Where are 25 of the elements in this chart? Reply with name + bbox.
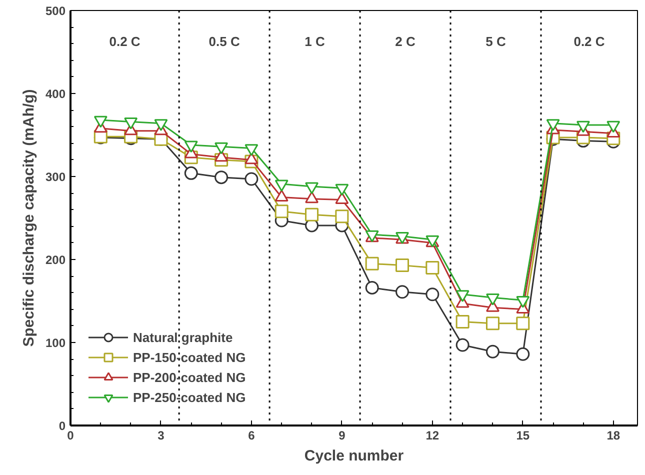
x-tick-label: 15 [516,428,530,442]
annotation: 1 C [304,34,326,50]
x-tick-label: 6 [248,428,256,442]
legend-label: PP-250-coated NG [133,390,246,404]
y-tick-label: 200 [45,253,66,267]
legend-label: PP-150-coated NG [133,350,246,364]
y-axis-title: Specific discharge capacity (mAh/g) [20,89,38,347]
annotation: 5 C [486,34,506,50]
x-tick-label: 12 [426,428,440,442]
y-tick-label: 0 [58,419,66,433]
y-tick-label: 500 [45,4,66,18]
x-tick-label: 3 [158,428,165,442]
y-tick-label: 300 [45,170,66,184]
annotation: 0.5 C [208,34,240,50]
annotation: 0.2 C [574,34,606,50]
annotation: 2 C [395,34,416,50]
legend-label: PP-200-coated NG [133,370,246,384]
legend-label: Natural graphite [133,330,233,344]
x-tick-label: 18 [606,428,620,442]
x-tick-label: 9 [338,428,346,442]
annotation: 0.2 C [109,34,141,50]
x-tick-label: 0 [67,428,74,442]
x-axis-title: Cycle number [304,448,404,464]
y-tick-label: 400 [45,87,66,101]
y-tick-label: 100 [45,336,66,350]
